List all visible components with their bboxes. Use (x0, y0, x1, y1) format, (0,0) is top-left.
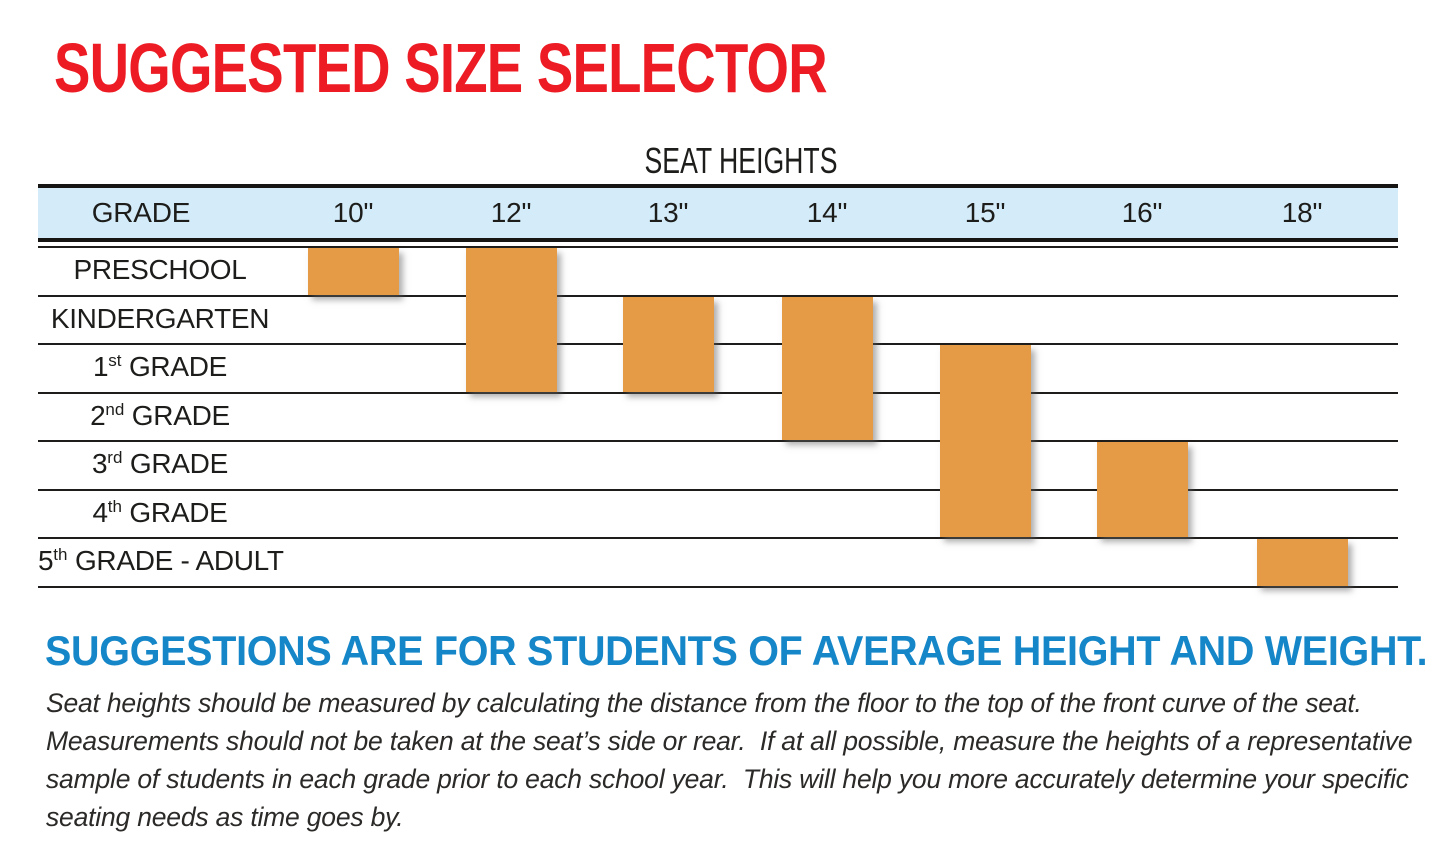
table-gridline (38, 440, 1398, 442)
grade-ordinal-suffix: th (53, 545, 68, 564)
grade-text: GRADE (121, 351, 228, 382)
grade-text: GRADE - ADULT (67, 545, 284, 576)
column-header-15in: 15" (964, 197, 1006, 228)
grade-number: 3 (92, 448, 108, 479)
table-gridline (38, 585, 1398, 588)
seat-height-bar-13in (622, 296, 714, 392)
footnote-line: seating needs as time goes by. (46, 802, 404, 832)
column-header-12in: 12" (490, 197, 532, 228)
grade-text: PRESCHOOL (73, 254, 247, 285)
table-gridline (38, 343, 1398, 345)
table-gridline (38, 537, 1398, 539)
seat-height-bar-12in (465, 248, 557, 392)
column-header-14in: 14" (806, 197, 848, 228)
grade-number: 1 (92, 351, 109, 382)
seat-height-bar-14in (781, 296, 873, 440)
grade-ordinal-suffix: rd (107, 448, 123, 467)
column-header-grade: GRADE (91, 197, 191, 228)
row-label-4th-grade: 4th GRADE (38, 489, 282, 538)
footnote-line: Seat heights should be measured by calcu… (46, 688, 1362, 718)
grade-text: GRADE (121, 496, 228, 528)
seat-height-bar-15in (939, 345, 1031, 537)
row-label-preschool: PRESCHOOL (38, 246, 282, 295)
table-gridline (38, 294, 1398, 297)
grade-text: GRADE (122, 448, 228, 479)
footnote-heading: SUGGESTIONS ARE FOR STUDENTS OF AVERAGE … (45, 627, 1428, 674)
column-header-18in: 18" (1281, 197, 1323, 228)
grade-text: KINDERGARTEN (50, 302, 270, 334)
row-label-kindergarten: KINDERGARTEN (38, 295, 282, 344)
table-gridline (38, 246, 1398, 248)
row-label-1st-grade: 1st GRADE (38, 343, 282, 392)
row-label-2nd-grade: 2nd GRADE (38, 392, 282, 441)
seat-height-bar-10in (307, 248, 399, 295)
row-label-3rd-grade: 3rd GRADE (38, 440, 282, 489)
column-header-13in: 13" (647, 197, 689, 228)
column-header-16in: 16" (1121, 197, 1163, 228)
grade-number: 2 (90, 399, 106, 431)
grade-ordinal-suffix: st (108, 351, 122, 370)
seat-height-bar-18in (1256, 539, 1348, 586)
grade-ordinal-suffix: th (107, 496, 122, 516)
grade-text: GRADE (124, 399, 230, 431)
page-title: SUGGESTED SIZE SELECTOR (54, 29, 828, 107)
grade-ordinal-suffix: nd (105, 399, 125, 419)
seat-height-bar-16in (1096, 442, 1188, 537)
row-label-5th-grade-adult: 5th GRADE - ADULT (38, 537, 284, 586)
seat-heights-title: SEAT HEIGHTS (644, 140, 838, 181)
table-header-row (38, 184, 1398, 242)
column-header-10in: 10" (332, 197, 374, 228)
footnote-line: sample of students in each grade prior t… (46, 764, 1409, 794)
table-gridline (38, 488, 1398, 491)
grade-number: 5 (38, 545, 54, 576)
table-gridline (38, 391, 1398, 394)
grade-number: 4 (92, 496, 108, 528)
footnote-line: Measurements should not be taken at the … (46, 726, 1413, 756)
footnote-body: Seat heights should be measured by calcu… (46, 684, 1413, 836)
